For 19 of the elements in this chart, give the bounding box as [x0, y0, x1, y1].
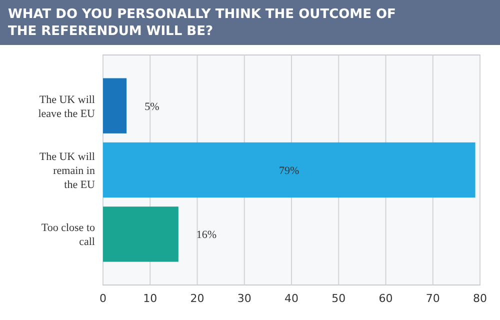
x-tick-label: 80: [473, 292, 487, 305]
y-tick-label: The UK will leave the EU: [38, 94, 96, 120]
data-label: 79%: [279, 165, 300, 177]
x-tick-label: 0: [100, 292, 106, 305]
x-tick-label: 40: [284, 292, 298, 305]
bar: [103, 78, 127, 134]
x-tick-label: 30: [237, 292, 252, 305]
x-tick-label: 60: [378, 292, 393, 305]
x-tick-label: 50: [332, 292, 346, 305]
bar: [103, 206, 178, 262]
x-tick-label: 70: [426, 292, 440, 305]
chart-title: WHAT DO YOU PERSONALLY THINK THE OUTCOME OF THE REFERENDUM WILL BE?: [8, 7, 396, 39]
data-label: 16%: [196, 229, 217, 242]
data-label: 5%: [144, 100, 160, 113]
x-tick-label: 20: [190, 292, 204, 305]
x-tick-label: 10: [143, 292, 158, 305]
bar: [103, 142, 476, 198]
y-tick-label: Too close to call: [41, 222, 96, 248]
y-tick-label: The UK will remain in the EU: [39, 151, 96, 191]
